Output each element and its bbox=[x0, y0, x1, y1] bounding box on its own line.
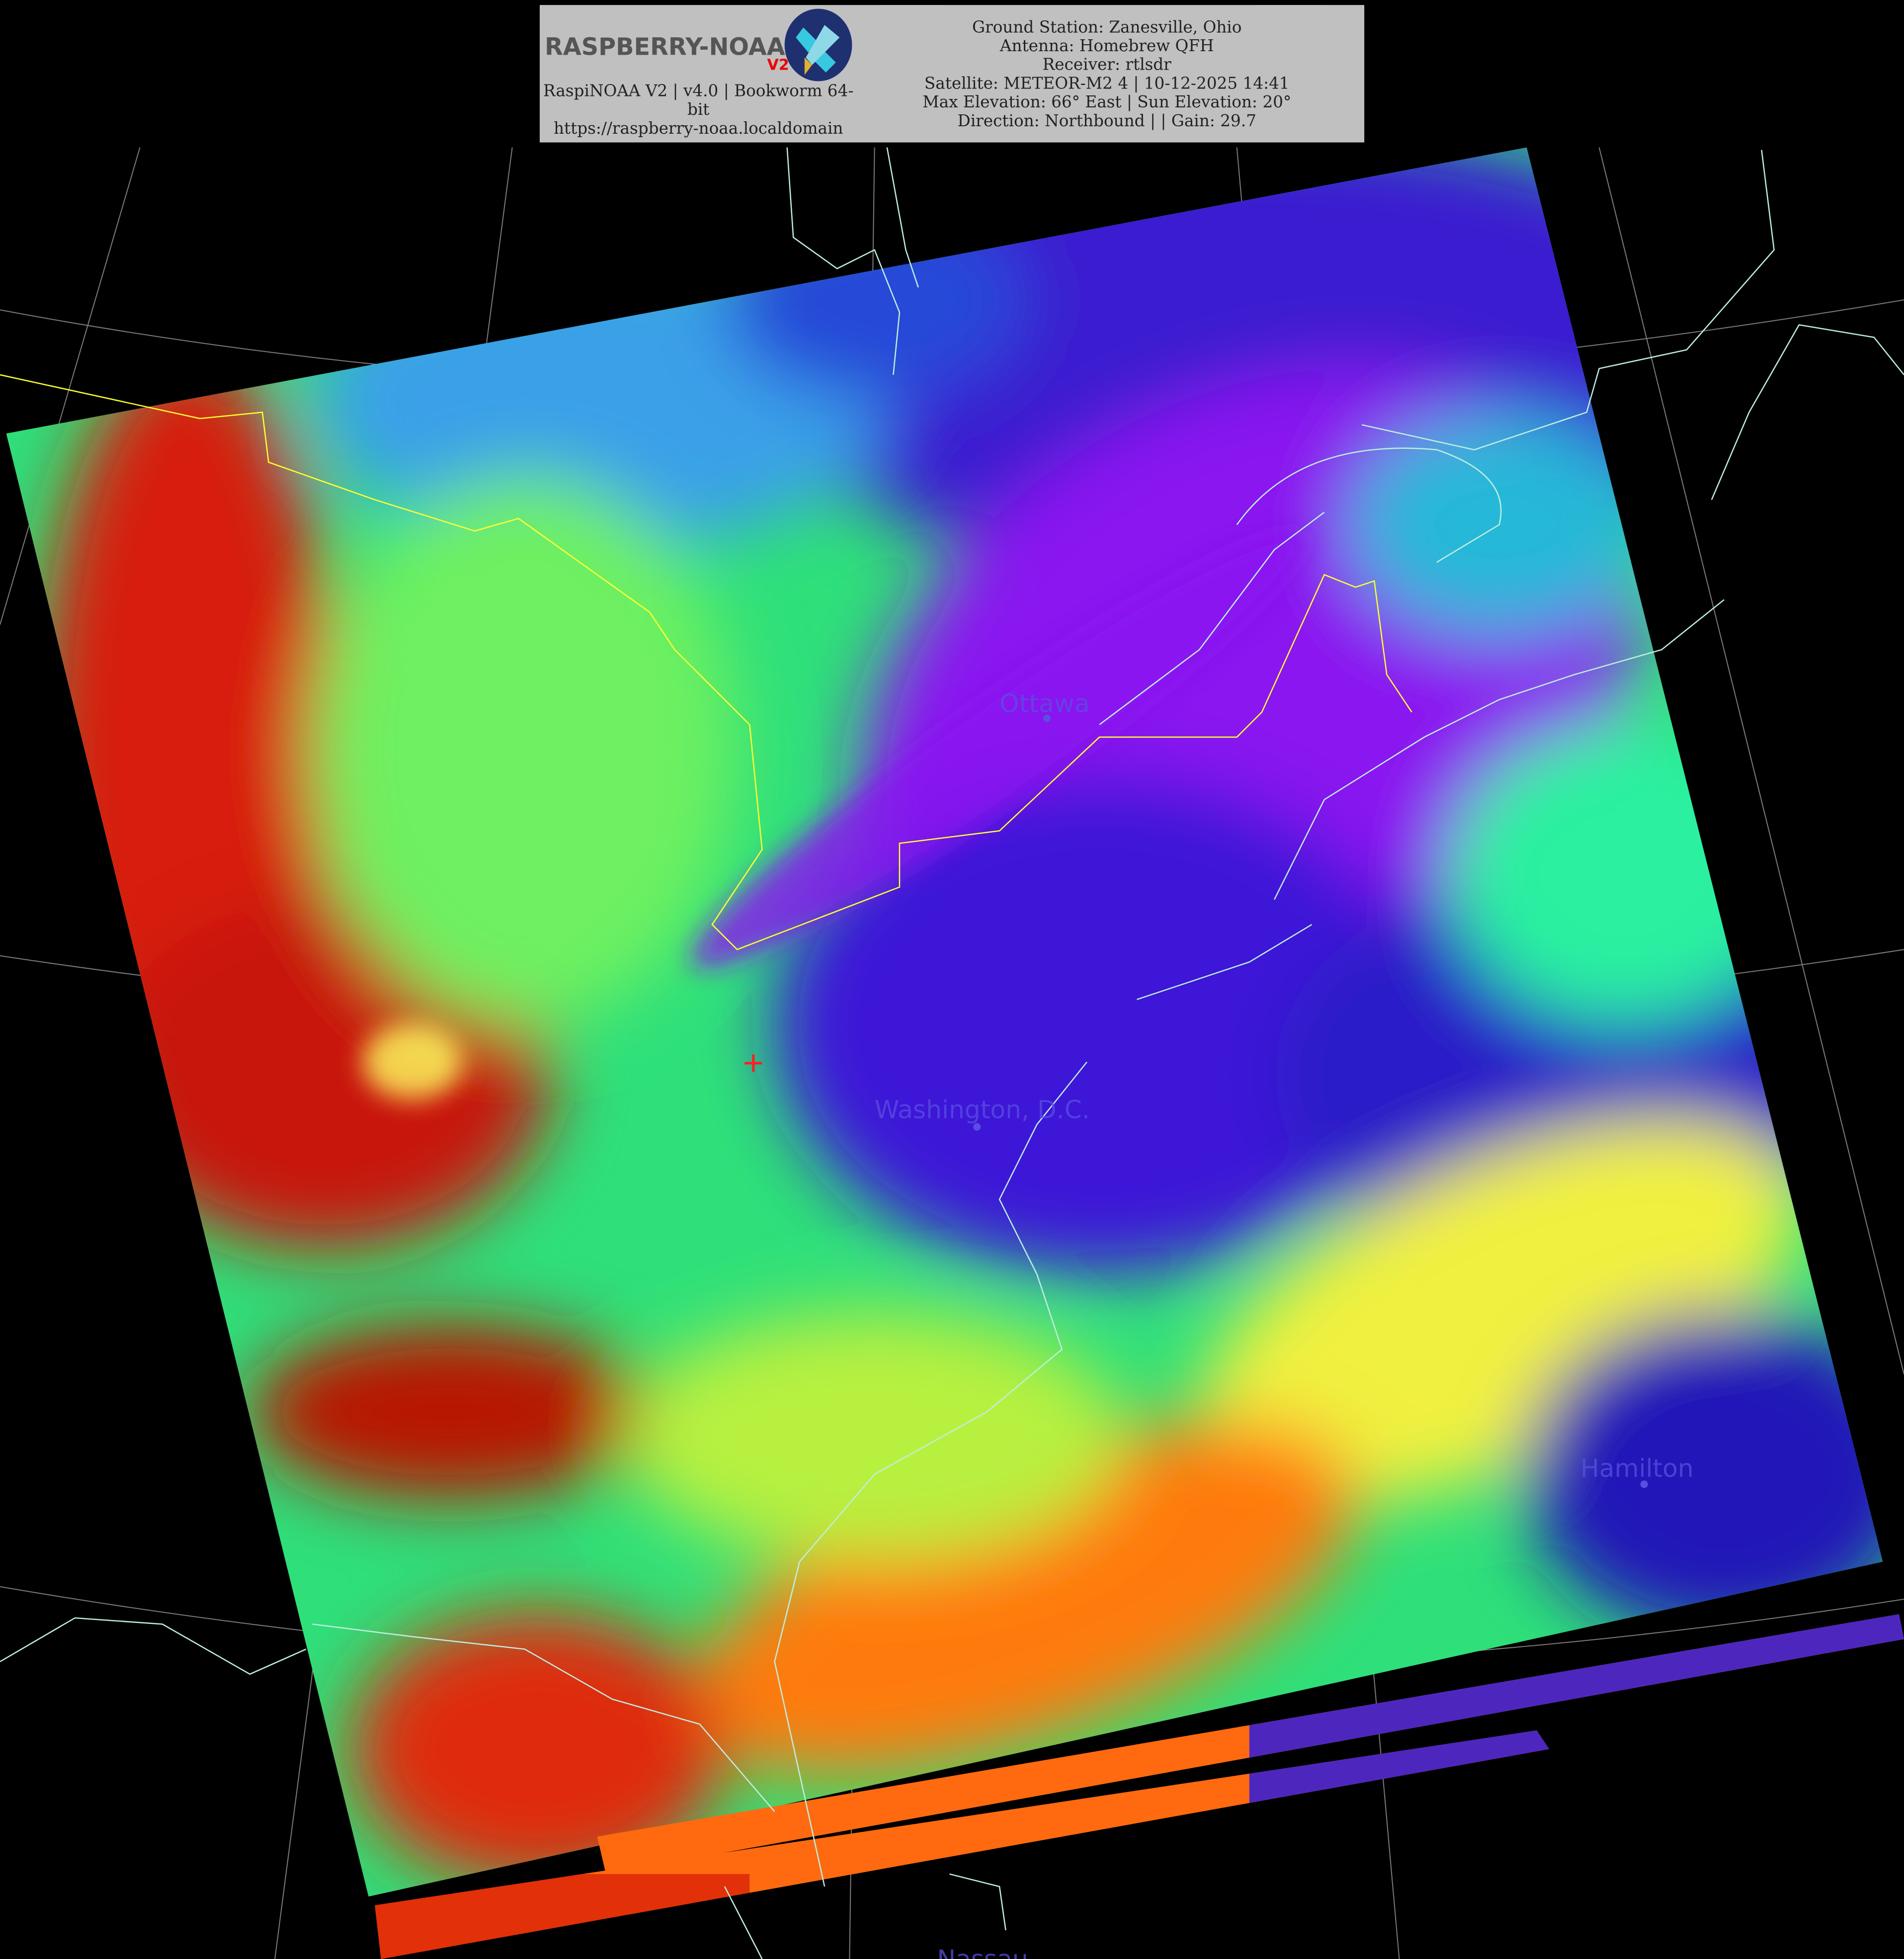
city-dot-ottawa bbox=[1043, 714, 1051, 722]
infrared-image-body bbox=[6, 147, 1883, 1897]
pass-info-header: RASPBERRY-NOAA V2 RaspiNOAA V2 | v4.0 | … bbox=[539, 5, 1365, 143]
coastlines bbox=[0, 147, 1904, 1959]
logo-version: V2 bbox=[767, 57, 789, 74]
receiver: Receiver: rtlsdr bbox=[1043, 55, 1172, 74]
elevation: Max Elevation: 66° East | Sun Elevation:… bbox=[922, 92, 1291, 111]
city-label-nassau: Nassau bbox=[937, 1945, 1028, 1959]
app-version-line2: bit bbox=[687, 100, 709, 119]
direction-gain: Direction: Northbound | | Gain: 29.7 bbox=[958, 111, 1256, 130]
city-dot-washington bbox=[973, 1123, 981, 1131]
antenna: Antenna: Homebrew QFH bbox=[999, 36, 1214, 55]
political-borders bbox=[0, 374, 1412, 950]
city-label-hamilton: Hamilton bbox=[1580, 1453, 1694, 1483]
ground-station-marker bbox=[745, 1054, 762, 1072]
city-label-ottawa: Ottawa bbox=[999, 689, 1090, 718]
logo-satellite-icon bbox=[784, 8, 852, 82]
satellite-pass: Satellite: METEOR-M2 4 | 10-12-2025 14:4… bbox=[924, 74, 1290, 92]
logo-text: RASPBERRY-NOAA bbox=[545, 34, 785, 61]
city-label-washington: Washington, D.C. bbox=[875, 1095, 1090, 1124]
city-dot-hamilton bbox=[1640, 1480, 1648, 1488]
app-version-line1: RaspiNOAA V2 | v4.0 | Bookworm 64- bbox=[543, 82, 853, 100]
station-url: https://raspberry-noaa.localdomain bbox=[554, 119, 843, 138]
ground-station: Ground Station: Zanesville, Ohio bbox=[972, 17, 1242, 36]
